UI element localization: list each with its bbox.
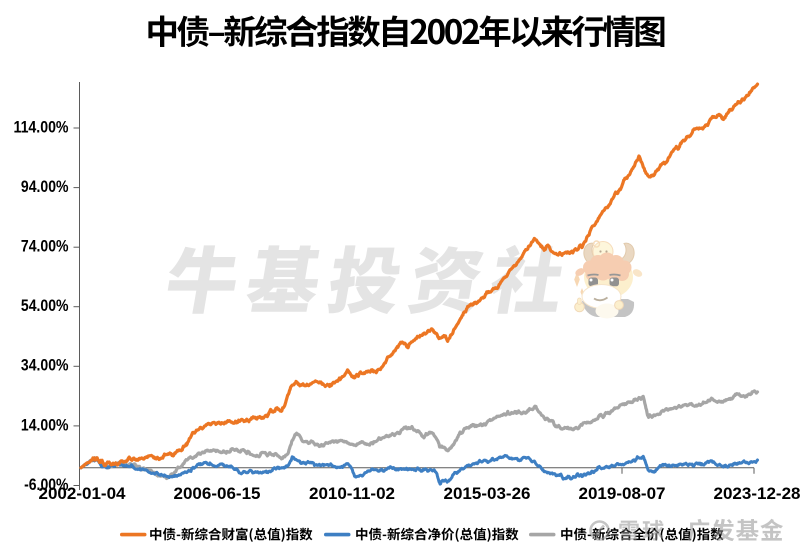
svg-text:2010-11-02: 2010-11-02 [309, 484, 395, 503]
svg-text:2006-06-15: 2006-06-15 [174, 484, 261, 503]
svg-text:2023-12-28: 2023-12-28 [714, 484, 800, 503]
svg-text:74.00%: 74.00% [21, 237, 69, 256]
svg-text:2015-03-26: 2015-03-26 [444, 484, 531, 503]
svg-text:94.00%: 94.00% [21, 177, 69, 196]
svg-text:54.00%: 54.00% [21, 296, 69, 315]
svg-text:114.00%: 114.00% [14, 117, 69, 136]
svg-text:-6.00%: -6.00% [24, 475, 68, 494]
svg-text:14.00%: 14.00% [21, 415, 69, 434]
svg-text:34.00%: 34.00% [21, 356, 69, 375]
svg-text:2019-08-07: 2019-08-07 [579, 484, 666, 503]
svg-text:2002-01-04: 2002-01-04 [39, 484, 127, 503]
